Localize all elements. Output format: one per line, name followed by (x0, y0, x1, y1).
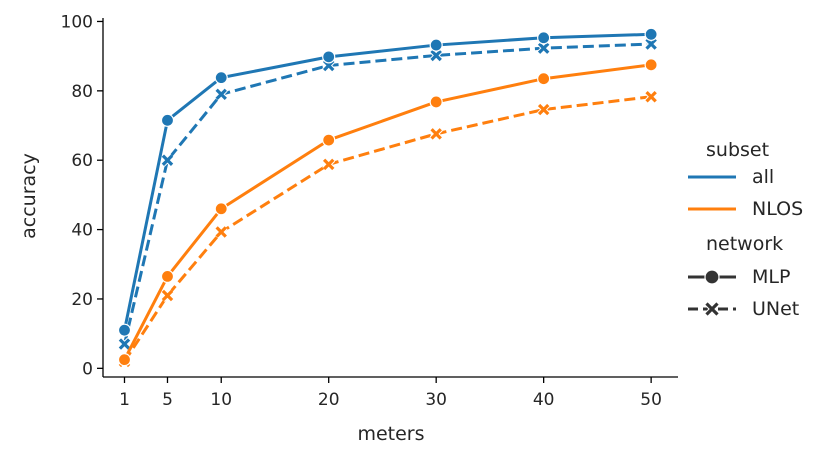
data-point-circle (160, 269, 175, 284)
data-point-circle (214, 202, 228, 216)
series-layer (117, 27, 658, 368)
marker-x-stroke (430, 128, 442, 140)
x-tick-label: 10 (210, 390, 232, 410)
data-point-x (161, 289, 174, 302)
legend-title-network: network (706, 233, 783, 255)
marker-x-stroke (118, 338, 131, 350)
data-point-x (537, 41, 551, 55)
legend-label-all: all (752, 166, 774, 188)
data-point-circle (429, 95, 443, 109)
marker-x-stroke (645, 38, 657, 50)
data-point-x (429, 49, 443, 62)
marker-x-stroke (215, 226, 227, 238)
series-nlos-unet (118, 90, 658, 368)
legend-marker-circle (704, 269, 720, 285)
y-tick-label: 100 (61, 12, 93, 32)
marker-x-stroke (537, 103, 550, 116)
y-tick-label: 40 (71, 221, 93, 241)
data-point-x (214, 87, 228, 101)
legend-marker-x (704, 301, 720, 317)
marker-x-stroke (161, 154, 174, 166)
data-point-x (214, 225, 228, 239)
y-tick-label: 20 (71, 290, 93, 310)
y-tick-label: 60 (71, 151, 93, 171)
data-point-circle (644, 27, 658, 41)
x-tick-label: 20 (318, 390, 340, 410)
data-point-circle (322, 133, 336, 147)
data-point-x (644, 90, 658, 104)
data-point-x (322, 157, 336, 171)
legend-label-unet: UNet (752, 298, 799, 320)
series-line-all-unet (123, 42, 652, 345)
series-nlos-mlp (117, 58, 658, 367)
data-point-x (118, 337, 131, 351)
marker-x-stroke (215, 88, 227, 101)
x-tick-label: 50 (640, 390, 662, 410)
marker-x-stroke (430, 49, 442, 62)
data-point-circle (429, 38, 443, 52)
data-point-circle (644, 58, 658, 72)
marker-x-stroke (645, 91, 657, 103)
legend-network-items: MLP UNet (688, 266, 799, 320)
series-all-unet (118, 37, 658, 351)
marker-x-stroke (705, 302, 719, 316)
marker-x-stroke (161, 289, 174, 302)
legend: subset all NLOS network MLP UNet (688, 139, 803, 320)
series-all-mlp (117, 27, 658, 337)
data-point-circle (537, 31, 551, 45)
data-point-circle (117, 353, 132, 367)
data-point-circle (322, 50, 336, 64)
marker-x-stroke (537, 42, 550, 54)
y-tick-label: 80 (71, 82, 93, 102)
legend-label-mlp: MLP (752, 266, 790, 288)
data-point-x (537, 103, 551, 117)
data-point-x (429, 127, 443, 141)
legend-subset-items: all NLOS (688, 166, 803, 220)
y-axis-label: accuracy (18, 153, 40, 239)
data-point-circle (537, 72, 551, 86)
x-tick-label: 1 (119, 390, 130, 410)
y-tick-label: 0 (82, 359, 93, 379)
marker-x-stroke (322, 158, 335, 171)
x-axis-label: meters (357, 423, 424, 445)
x-tick-label: 40 (533, 390, 555, 410)
axes: 0 20 40 60 80 100 1 5 10 20 30 40 50 (61, 12, 678, 410)
data-point-circle (160, 113, 175, 127)
data-point-circle (117, 323, 132, 337)
x-tick-label: 5 (162, 390, 173, 410)
legend-label-nlos: NLOS (752, 198, 803, 220)
x-tick-label: 30 (425, 390, 447, 410)
data-point-circle (214, 71, 228, 85)
legend-title-subset: subset (706, 139, 769, 161)
series-line-all-mlp (123, 32, 652, 331)
series-line-nlos-mlp (123, 63, 652, 361)
data-point-x (161, 153, 174, 167)
data-point-x (644, 37, 658, 51)
